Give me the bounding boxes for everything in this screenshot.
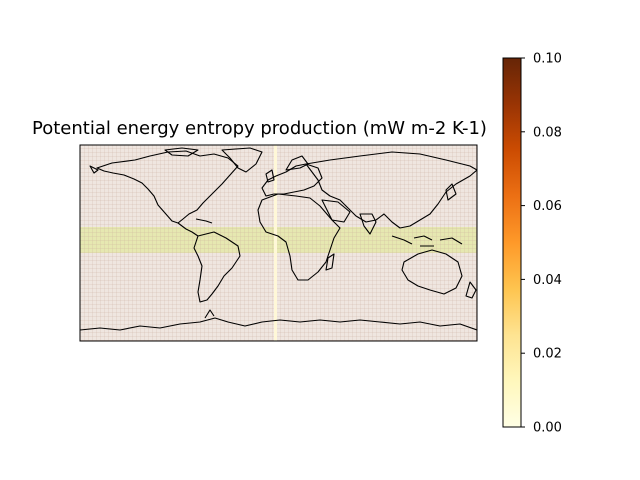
coastline-arctic-islands [164,147,199,157]
coastline-north-america [96,150,239,224]
coastline-australia [401,249,463,295]
data-grid [80,145,477,341]
coastline-antarctic-peninsula [204,309,215,319]
coastline-south-america [193,231,241,303]
colorbar-tick-label: 0.00 [533,421,562,436]
coastlines [80,147,477,331]
colorbar-tick-label: 0.10 [533,52,562,67]
map-panel [79,144,478,342]
coastline-uk [265,169,275,183]
colorbar-frame [502,57,522,428]
colorbar: 0.00 0.02 0.04 0.06 0.08 0.10 [502,52,562,436]
coastline-central-america [177,222,199,237]
colorbar-tick-label: 0.02 [533,347,562,362]
coastline-antarctica [80,317,477,331]
coastline-asia [305,151,477,229]
coastline-greenland [221,147,263,173]
coastline-caribbean [195,218,213,224]
colorbar-ticks: 0.00 0.02 0.04 0.06 0.08 0.10 [521,52,562,436]
colorbar-fill [503,58,521,427]
coastline-alaska [89,165,99,174]
coastline-arabia [321,199,351,223]
coastline-india [359,213,377,235]
colorbar-tick-label: 0.04 [533,273,562,288]
coastline-madagascar [325,253,335,271]
colorbar-tick-label: 0.06 [533,199,562,214]
map-frame [79,144,478,342]
meridian-stripe [274,145,277,341]
coastline-japan [445,183,457,201]
coastline-scandinavia [285,155,309,171]
coastline-africa [257,193,341,281]
figure-title: Potential energy entropy production (mW … [32,118,487,139]
coastline-indonesia [391,235,463,247]
coastline-new-zealand [465,281,477,299]
colorbar-tick-label: 0.08 [533,125,562,140]
